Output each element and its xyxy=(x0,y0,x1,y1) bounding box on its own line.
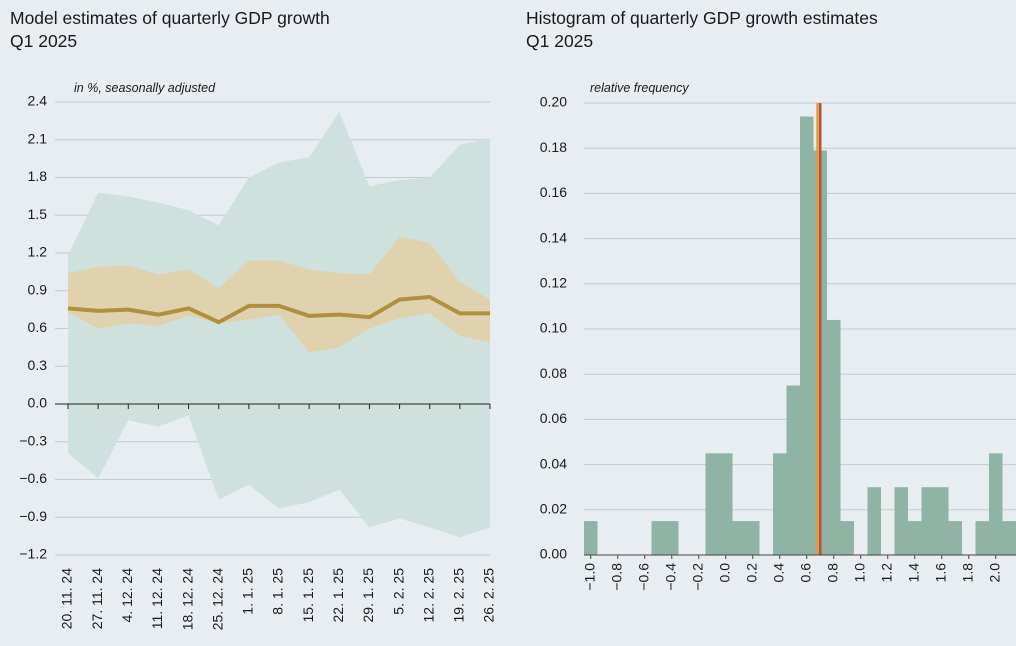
x-tick-label: 1.4 xyxy=(905,563,921,583)
x-tick-label: 0.8 xyxy=(824,563,840,583)
bar xyxy=(584,521,598,555)
x-tick-label: 20. 11. 24 xyxy=(59,568,75,629)
x-tick-label: 0.2 xyxy=(743,563,759,583)
y-tick-label: 0.6 xyxy=(28,319,48,335)
x-tick-label: −0.4 xyxy=(662,563,678,591)
y-tick-label: 0.18 xyxy=(540,139,567,155)
bar xyxy=(665,521,679,555)
range-band xyxy=(68,112,490,538)
y-tick-label: −0.9 xyxy=(19,508,47,524)
x-tick-label: 5. 2. 25 xyxy=(390,568,406,615)
bar xyxy=(705,453,719,555)
x-tick-label: 4. 12. 24 xyxy=(119,568,135,623)
y-tick-label: 2.4 xyxy=(28,93,48,109)
bar xyxy=(867,487,881,555)
bar xyxy=(651,521,665,555)
x-tick-label: 0.0 xyxy=(716,563,732,583)
chart-subtitle: Q1 2025 xyxy=(526,31,593,51)
y-tick-label: −1.2 xyxy=(19,546,47,562)
y-tick-label: 1.8 xyxy=(28,168,48,184)
y-tick-label: −0.3 xyxy=(19,432,47,448)
bar xyxy=(935,487,949,555)
bar xyxy=(827,319,841,555)
bar xyxy=(908,521,922,555)
x-tick-label: 1.0 xyxy=(851,563,867,583)
x-tick-label: 12. 2. 25 xyxy=(420,568,436,623)
y-tick-label: 0.00 xyxy=(540,546,567,562)
x-tick-label: 1.8 xyxy=(959,563,975,583)
bar xyxy=(786,385,800,555)
y-tick-label: 0.0 xyxy=(28,395,48,411)
x-tick-label: −1.0 xyxy=(581,563,597,591)
bar xyxy=(1002,521,1016,555)
bar xyxy=(975,521,989,555)
x-tick-label: 1.2 xyxy=(878,563,894,583)
y-tick-label: 2.1 xyxy=(28,130,48,146)
x-tick-label: 0.4 xyxy=(770,563,786,583)
x-tick-label: 26. 2. 25 xyxy=(481,568,497,623)
chart-title: Histogram of quarterly GDP growth estima… xyxy=(526,8,878,28)
bar xyxy=(921,487,935,555)
y-tick-label: 0.9 xyxy=(28,281,48,297)
x-tick-label: −0.8 xyxy=(608,563,624,591)
y-tick-label: 0.10 xyxy=(540,320,567,336)
bar xyxy=(773,453,787,555)
x-tick-label: 22. 1. 25 xyxy=(330,568,346,623)
x-tick-label: 29. 1. 25 xyxy=(360,568,376,623)
y-tick-label: 0.3 xyxy=(28,357,48,373)
x-tick-label: −0.2 xyxy=(689,563,705,591)
x-tick-label: 1. 1. 25 xyxy=(240,568,256,615)
x-tick-label: 27. 11. 24 xyxy=(89,568,105,629)
y-tick-label: 1.5 xyxy=(28,206,48,222)
bar xyxy=(746,521,760,555)
y-tick-label: 0.14 xyxy=(540,229,567,245)
axis-label: in %, seasonally adjusted xyxy=(74,81,216,95)
bar xyxy=(894,487,908,555)
x-tick-label: 1.6 xyxy=(932,563,948,583)
y-tick-label: 0.16 xyxy=(540,184,567,200)
bar xyxy=(989,453,1003,555)
y-tick-label: 0.08 xyxy=(540,365,567,381)
y-tick-label: 0.12 xyxy=(540,275,567,291)
bar xyxy=(840,521,854,555)
x-tick-label: 2.0 xyxy=(986,563,1002,583)
x-tick-label: −0.6 xyxy=(635,563,651,591)
bar xyxy=(719,453,733,555)
median-line xyxy=(67,295,490,325)
range-band xyxy=(68,236,490,353)
x-tick-label: 25. 12. 24 xyxy=(209,568,225,630)
chart-title: Model estimates of quarterly GDP growth xyxy=(10,8,330,28)
y-tick-label: 0.02 xyxy=(540,501,567,517)
x-tick-label: 0.6 xyxy=(797,563,813,583)
y-tick-label: −0.6 xyxy=(19,470,47,486)
y-tick-label: 0.20 xyxy=(540,94,567,110)
x-tick-label: 19. 2. 25 xyxy=(451,568,467,623)
y-tick-label: 0.06 xyxy=(540,410,567,426)
x-tick-label: 11. 12. 24 xyxy=(149,568,165,629)
x-tick-label: 8. 1. 25 xyxy=(270,568,286,615)
chart-subtitle: Q1 2025 xyxy=(10,31,77,51)
y-tick-label: 0.04 xyxy=(540,455,567,471)
bar xyxy=(948,521,962,555)
y-tick-label: 1.2 xyxy=(28,244,48,260)
bar xyxy=(732,521,746,555)
axis-label: relative frequency xyxy=(590,81,689,95)
bar xyxy=(800,116,814,555)
x-tick-label: 18. 12. 24 xyxy=(179,568,195,630)
x-tick-label: 15. 1. 25 xyxy=(300,568,316,623)
